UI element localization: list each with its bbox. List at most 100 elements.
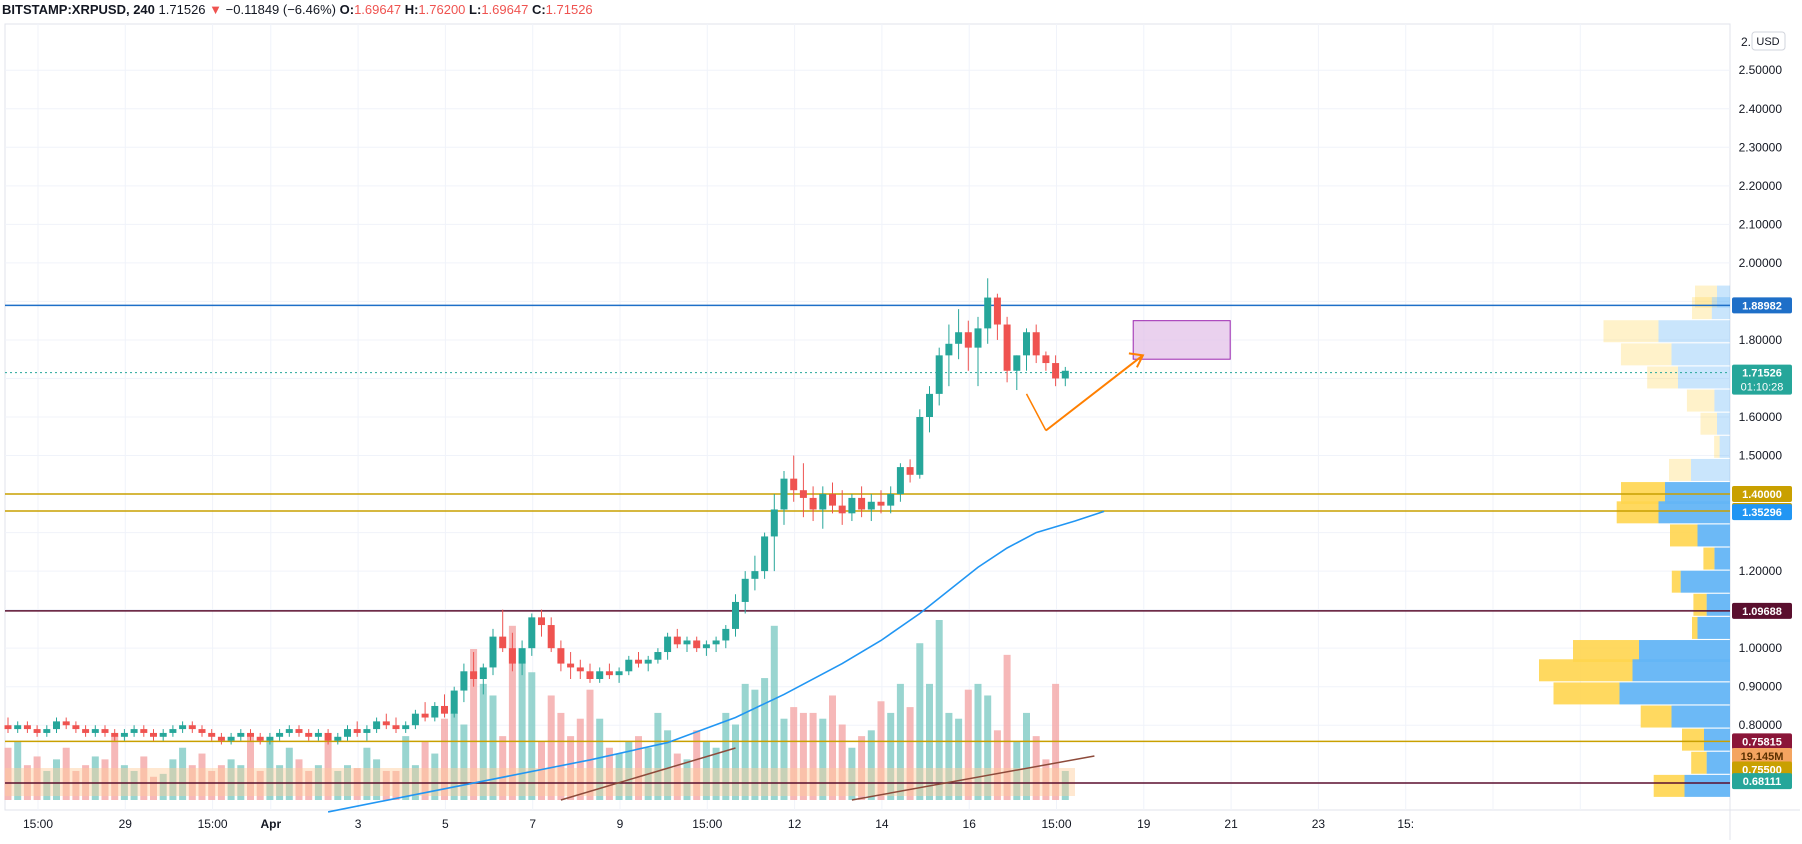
candle-body xyxy=(179,725,187,730)
volume-bar xyxy=(450,712,458,800)
candle-body xyxy=(392,725,400,730)
volume-bar xyxy=(179,747,187,800)
profile-buy-bar xyxy=(1647,366,1678,389)
candle-body xyxy=(1003,324,1011,371)
x-tick-label: 12 xyxy=(788,817,802,831)
price-badge xyxy=(1732,773,1792,790)
candle-body xyxy=(790,478,798,491)
candle-body xyxy=(314,732,322,737)
time-axis[interactable]: 15:00 29 15:00 Apr 3 5 7 9 15:00 12 14 16 15:00 19 21 2… xyxy=(23,817,1414,831)
profile-sell-bar xyxy=(1665,482,1730,505)
last-price: 1.71526 xyxy=(158,2,206,17)
candle-body xyxy=(605,671,613,676)
candle-body xyxy=(702,644,710,649)
candle-body xyxy=(324,732,332,741)
price-badge-label: 1.71526 xyxy=(1742,368,1782,380)
volume-bar xyxy=(528,672,536,800)
volume-bar xyxy=(305,770,313,800)
candle-body xyxy=(916,417,924,475)
price-badge-label: 1.40000 xyxy=(1742,489,1782,501)
candle-body xyxy=(819,494,827,510)
close-value: 1.71526 xyxy=(545,2,593,17)
volume-bar xyxy=(431,753,439,800)
profile-buy-bar xyxy=(1671,570,1681,593)
volume-bar xyxy=(1042,759,1050,800)
candle-body xyxy=(838,505,846,514)
candle-body xyxy=(344,729,351,737)
volume-bar xyxy=(557,712,565,800)
trend-arrowhead xyxy=(1128,352,1145,368)
horizontal-levels[interactable] xyxy=(5,304,1730,784)
currency-badge[interactable]: USD xyxy=(1751,31,1786,51)
candle-body xyxy=(382,721,390,726)
volume-bar xyxy=(91,756,99,800)
x-tick-label: 3 xyxy=(355,817,362,831)
volume-bar xyxy=(615,753,623,800)
close-label: C: xyxy=(531,2,546,17)
volume-bar xyxy=(809,712,817,800)
volume-bar xyxy=(867,730,875,800)
candle-body xyxy=(596,671,604,679)
volume-bar xyxy=(256,770,264,800)
symbol-label[interactable]: BITSTAMP:XRPUSD, 240 xyxy=(2,2,155,17)
candle-body xyxy=(208,732,216,737)
candle-body xyxy=(732,601,739,629)
volume-bar xyxy=(732,724,739,800)
candle-body xyxy=(460,671,468,691)
profile-sell-bar xyxy=(1717,285,1730,308)
x-tick-label: 15:00 xyxy=(23,817,53,831)
profile-buy-bar xyxy=(1692,616,1698,639)
volume-bar xyxy=(799,712,807,800)
candle-body xyxy=(499,636,507,649)
volume-bar xyxy=(295,759,303,800)
volume-bar xyxy=(877,701,885,800)
volume-bar xyxy=(635,736,642,800)
candle-body xyxy=(285,729,293,733)
candle-body xyxy=(848,497,856,514)
x-tick-label: 19 xyxy=(1137,817,1151,831)
volume-bar xyxy=(392,770,400,800)
currency-label: USD xyxy=(1756,36,1779,48)
candle-body xyxy=(528,617,536,649)
candle-body xyxy=(256,736,264,741)
candle-body xyxy=(150,732,157,737)
price-axis[interactable]: 0.80000 0.90000 1.00000 1.20000 1.50000 1.600… xyxy=(1739,35,1783,732)
y-tick-label: 2.00000 xyxy=(1739,256,1783,270)
profile-buy-bar xyxy=(1714,435,1720,458)
volume-bar xyxy=(761,678,769,800)
open-value: 1.69647 xyxy=(354,2,402,17)
lower-trend-line xyxy=(851,755,1095,801)
candle-body xyxy=(964,332,972,348)
candle-body xyxy=(470,671,478,679)
candle-body xyxy=(799,490,807,498)
candle-body xyxy=(1042,355,1050,364)
candle-body xyxy=(829,494,836,506)
volume-bar xyxy=(518,660,526,800)
low-label: L: xyxy=(469,2,482,17)
candle-body xyxy=(993,297,1001,325)
volume-bar xyxy=(906,707,914,800)
profile-sell-bar xyxy=(1697,616,1730,639)
candle-body xyxy=(935,355,943,394)
x-tick-label: 7 xyxy=(529,817,536,831)
y-tick-label: 2.10000 xyxy=(1739,217,1783,231)
volume-bar xyxy=(198,753,206,800)
y-tick-label: 2.40000 xyxy=(1739,102,1783,116)
candle-body xyxy=(276,732,284,737)
candle-body xyxy=(82,729,90,733)
drawings[interactable] xyxy=(1025,320,1231,432)
profile-buy-bar xyxy=(1669,458,1691,481)
volume-bar xyxy=(673,753,681,800)
candle-body xyxy=(373,721,381,730)
x-tick-label: 15:00 xyxy=(692,817,722,831)
profile-sell-bar xyxy=(1717,412,1730,435)
price-change: −0.11849 (−6.46%) xyxy=(225,2,336,17)
volume-bar xyxy=(964,689,972,800)
volume-bar xyxy=(693,730,701,800)
volume-bar xyxy=(169,759,177,800)
candle-body xyxy=(906,467,914,475)
volume-bars xyxy=(4,620,1075,800)
candle-body xyxy=(227,736,235,741)
y-tick-label: 1.50000 xyxy=(1739,449,1783,463)
